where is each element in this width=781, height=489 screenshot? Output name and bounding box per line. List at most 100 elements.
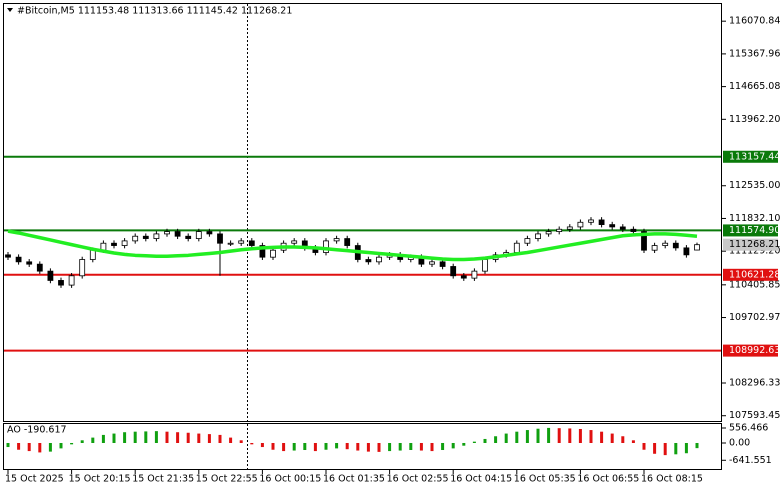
moving-average (7, 229, 698, 262)
candle-body (651, 245, 658, 251)
ao-bar (6, 442, 10, 448)
candle-body (270, 249, 276, 258)
ao-bar (695, 442, 699, 449)
candle-body (641, 231, 647, 251)
candle-body (450, 266, 457, 277)
ao-bar (101, 434, 105, 443)
ao-bar (504, 433, 508, 443)
ao-bar (631, 440, 635, 443)
y-tick-label: 114665.08 (729, 81, 780, 92)
candle-body (26, 261, 33, 265)
level-label: 108992.63 (729, 345, 780, 356)
ao-bar (557, 428, 561, 443)
ao-bar (59, 442, 63, 449)
y-tick-label: 107593.45 (729, 410, 780, 421)
ao-bar (335, 442, 339, 449)
ao-bar (271, 442, 275, 450)
candle-body (333, 238, 340, 242)
candle-body (471, 270, 478, 279)
x-tick-label: 16 Oct 05:35 (514, 474, 576, 485)
ao-bar (483, 438, 487, 443)
y-tick-label: 0.00 (729, 437, 750, 448)
ao-bar (282, 442, 286, 452)
ao-bar (515, 431, 519, 443)
candle-body (365, 259, 372, 263)
ao-bar (207, 434, 211, 443)
y-tick-label: 116070.84 (729, 16, 780, 27)
candle-body (47, 270, 54, 281)
ao-bar (525, 430, 529, 443)
ao-bar (250, 442, 254, 445)
candle-body (524, 238, 531, 244)
x-tick-label: 16 Oct 00:15 (259, 474, 321, 485)
ao-bar (462, 442, 466, 446)
ao-bar (589, 430, 593, 443)
ao-bar (17, 442, 21, 450)
candle-body (545, 231, 552, 235)
y-tick-label: 112535.00 (729, 180, 780, 191)
ao-bar (154, 431, 158, 443)
candle-body (609, 224, 616, 228)
candle-body (142, 235, 149, 239)
candle-body (259, 245, 266, 258)
ao-bar (133, 431, 137, 443)
ao-bar (388, 442, 392, 452)
level-label-box (723, 224, 778, 237)
y-tick-label: 556.466 (729, 423, 768, 434)
candle-body (662, 242, 669, 246)
price-label: 111268.21 (729, 239, 780, 250)
level-label: 110621.28 (729, 269, 780, 280)
y-tick-label: 111832.10 (729, 213, 780, 224)
candle-body (238, 240, 245, 244)
menu-triangle (7, 8, 13, 12)
candle-body (89, 249, 96, 260)
candle-body (344, 238, 351, 246)
ao-bar (547, 427, 551, 443)
ao-bar (578, 428, 582, 443)
candle-body (153, 233, 160, 239)
candle-body (79, 259, 86, 277)
ao-bar (366, 442, 370, 452)
ao-bar (494, 436, 498, 443)
ao-bar (409, 442, 413, 451)
candle-body (513, 242, 520, 253)
price-label-box (723, 238, 778, 251)
y-tick-label: 110405.85 (729, 279, 780, 290)
ao-bar (91, 437, 95, 443)
x-tick-label: 15 Oct 21:35 (132, 474, 194, 485)
ao-bar (451, 442, 455, 449)
ao-bar (123, 432, 127, 443)
y-tick-label: -641.551 (729, 455, 772, 466)
candle-body (206, 231, 213, 235)
ao-bar (441, 442, 445, 451)
candle-body (460, 275, 467, 279)
candle-body (36, 263, 43, 272)
main-frame (3, 3, 722, 422)
ao-bar (377, 442, 381, 452)
ao-bar (345, 442, 349, 450)
ao-bar (653, 442, 657, 454)
candle-body (630, 228, 637, 232)
candle-body (15, 256, 22, 263)
candle-body (5, 254, 11, 258)
ao-bar (218, 434, 222, 443)
ao-bar (197, 433, 201, 443)
candle-body (174, 231, 181, 237)
ao-bar (70, 442, 74, 445)
candle-body (429, 261, 435, 265)
ao-bar (144, 431, 148, 443)
candle-body (164, 231, 170, 235)
candle-body (185, 235, 192, 239)
ao-bar (398, 442, 402, 451)
x-tick-label: 15 Oct 2025 (5, 474, 64, 485)
level-label-box (723, 150, 778, 163)
candle-body (598, 219, 605, 226)
ao-title: AO -190.617 (7, 425, 67, 436)
y-tick-label: 111129.20 (729, 246, 780, 257)
ao-bar (472, 441, 476, 443)
candle-body (535, 233, 541, 239)
candle-body (227, 242, 234, 245)
candle-body (111, 242, 117, 246)
